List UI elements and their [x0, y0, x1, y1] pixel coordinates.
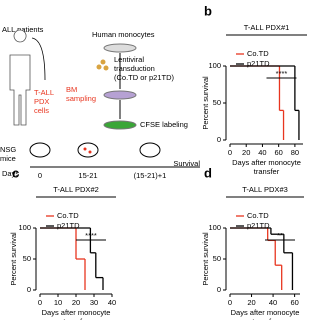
significance: **** [276, 69, 288, 78]
dish-icon [103, 120, 137, 130]
panel-label: c [12, 165, 19, 180]
x-tick-label: 10 [54, 298, 62, 307]
pdx-label: T-ALL [34, 88, 54, 97]
y-axis-label: Percent survival [201, 76, 210, 130]
timeline-tick: 15-21 [78, 171, 97, 180]
pdx-label: PDX [34, 97, 49, 106]
transduction-label: (Co.TD or p21TD) [114, 73, 175, 82]
chart-title: T-ALL PDX#2 [53, 185, 99, 194]
x-axis-label: Days after monocyte [232, 158, 301, 167]
patients-label: ALL patients [2, 25, 44, 34]
legend-label: Co.TD [247, 211, 269, 220]
x-tick-label: 30 [90, 298, 98, 307]
x-tick-label: 0 [228, 148, 232, 157]
legend-label: Co.TD [247, 49, 269, 58]
significance: **** [85, 231, 97, 240]
legend-label: p21TD [247, 221, 270, 230]
mouse-icon [29, 142, 51, 158]
legend-label: p21TD [57, 221, 80, 230]
mice-label: NSG [0, 145, 16, 154]
mouse-dot [88, 150, 92, 154]
y-axis-label: Percent survival [9, 232, 18, 286]
schematic: ALL patients T-ALL PDX cells Human monoc… [0, 25, 200, 180]
x-tick-label: 20 [247, 298, 255, 307]
x-tick-label: 40 [258, 148, 266, 157]
y-tick-label: 0 [217, 135, 221, 144]
y-tick-label: 50 [23, 254, 31, 263]
x-tick-label: 80 [291, 148, 299, 157]
y-tick-label: 0 [217, 285, 221, 294]
y-axis-label: Percent survival [201, 232, 210, 286]
timeline-end: Survival [173, 159, 200, 168]
mouse-icon [139, 142, 161, 158]
dish-icon [103, 43, 137, 53]
virus-icon [96, 64, 102, 70]
transduction-label: Lentiviral [114, 55, 144, 64]
x-tick-label: 0 [228, 298, 232, 307]
monocytes-label: Human monocytes [92, 30, 155, 39]
bm-label: sampling [66, 94, 96, 103]
virus-icon [100, 59, 106, 65]
x-tick-label: 0 [38, 298, 42, 307]
dish-icon [103, 90, 137, 100]
x-axis-label: transfer [252, 317, 278, 320]
timeline-tick: (15-21)+1 [134, 171, 167, 180]
panel-label: b [204, 3, 212, 18]
cfse-label: CFSE labeling [140, 120, 188, 129]
x-tick-label: 40 [269, 298, 277, 307]
person-icon [9, 29, 31, 126]
panel-label: d [204, 165, 212, 180]
mouse-icon [77, 142, 99, 158]
bm-label: BM [66, 85, 77, 94]
y-tick-label: 0 [27, 285, 31, 294]
chart-title: T-ALL PDX#1 [244, 23, 290, 32]
x-tick-label: 40 [108, 298, 116, 307]
pdx-label: cells [34, 106, 49, 115]
timeline-tick: 0 [38, 171, 42, 180]
arrow [31, 37, 46, 81]
mouse-dot [83, 147, 87, 151]
x-axis-label: Days after monocyte [42, 308, 111, 317]
timeline-label: Days [2, 169, 19, 178]
x-axis-label: transfer [254, 167, 280, 176]
y-tick-label: 100 [18, 223, 31, 232]
x-axis-label: Days after monocyte [231, 308, 300, 317]
virus-icon [103, 65, 109, 71]
x-tick-label: 60 [274, 148, 282, 157]
y-tick-label: 100 [208, 223, 221, 232]
legend-label: p21TD [247, 59, 270, 68]
y-tick-label: 50 [213, 98, 221, 107]
x-axis-label: transfer [63, 317, 89, 320]
transduction-label: transduction [114, 64, 155, 73]
legend-label: Co.TD [57, 211, 79, 220]
chart-title: T-ALL PDX#3 [242, 185, 288, 194]
x-tick-label: 20 [242, 148, 250, 157]
x-tick-label: 20 [72, 298, 80, 307]
y-tick-label: 100 [208, 61, 221, 70]
y-tick-label: 50 [213, 254, 221, 263]
mice-label: mice [0, 154, 16, 163]
x-tick-label: 60 [290, 298, 298, 307]
significance: ** [277, 231, 283, 240]
